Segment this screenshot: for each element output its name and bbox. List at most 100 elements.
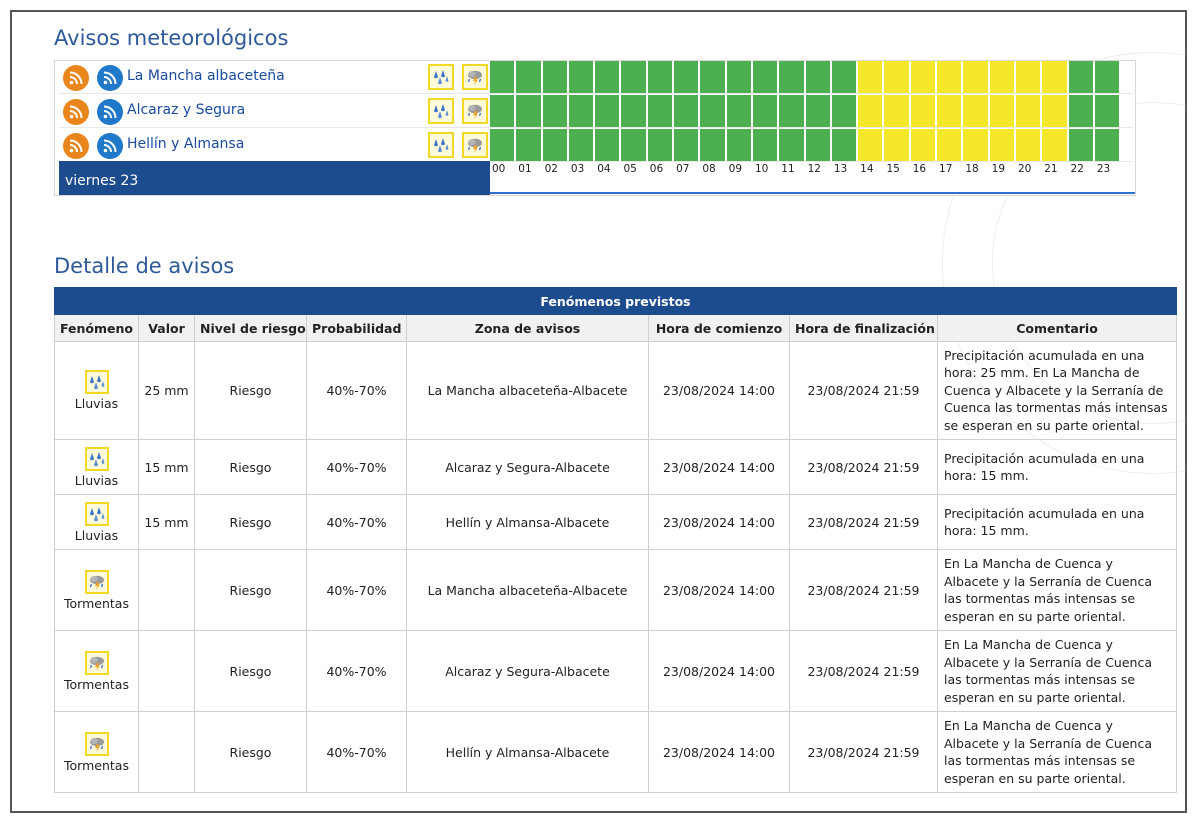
hour-cell-yellow[interactable]: [1042, 61, 1067, 93]
hour-cell-green[interactable]: [490, 129, 515, 161]
warnings-detail-table: Fenómenos previstos Fenómeno Valor Nivel d…: [54, 287, 1177, 793]
storm-icon[interactable]: [462, 98, 488, 124]
hour-cell-green[interactable]: [568, 95, 594, 127]
hour-cell-yellow[interactable]: [884, 95, 909, 127]
hour-cell-yellow[interactable]: [1042, 95, 1067, 127]
hour-cell-green[interactable]: [595, 95, 620, 127]
hour-cell-green[interactable]: [516, 129, 541, 161]
hour-cell-green[interactable]: [595, 129, 620, 161]
hour-cell-green[interactable]: [726, 129, 751, 161]
hour-cell-yellow[interactable]: [989, 61, 1014, 93]
hour-cell-green[interactable]: [568, 129, 594, 161]
hour-cell-green[interactable]: [805, 61, 830, 93]
hour-cell-green[interactable]: [542, 95, 567, 127]
hour-cell-green[interactable]: [805, 129, 830, 161]
hour-cell-yellow[interactable]: [884, 61, 909, 93]
hour-cell-yellow[interactable]: [884, 129, 909, 161]
hour-cell-yellow[interactable]: [858, 95, 883, 127]
hour-cell-yellow[interactable]: [989, 95, 1014, 127]
hour-label: 08: [702, 163, 716, 175]
rss-feed-icon[interactable]: [97, 133, 123, 159]
storm-icon[interactable]: [462, 132, 488, 158]
hour-cell-green[interactable]: [779, 129, 804, 161]
hour-cell-green[interactable]: [779, 61, 804, 93]
hour-cell-yellow[interactable]: [1015, 61, 1041, 93]
hour-cell-green[interactable]: [805, 95, 830, 127]
hour-cell-green[interactable]: [1068, 61, 1093, 93]
hour-cell-green[interactable]: [516, 61, 541, 93]
start-time-cell: 23/08/2024 14:00: [648, 439, 790, 495]
hour-cell-yellow[interactable]: [1042, 129, 1067, 161]
hour-cell-green[interactable]: [1068, 95, 1093, 127]
hour-cell-green[interactable]: [700, 129, 725, 161]
hour-label: 02: [544, 163, 558, 175]
hour-cell-yellow[interactable]: [989, 129, 1014, 161]
hour-cell-yellow[interactable]: [1015, 95, 1041, 127]
hour-cell-green[interactable]: [647, 129, 673, 161]
rain-icon: [84, 501, 109, 526]
hour-cell-green[interactable]: [700, 61, 725, 93]
hour-cell-green[interactable]: [1094, 129, 1120, 161]
hour-cell-green[interactable]: [542, 61, 567, 93]
hour-cell-green[interactable]: [1094, 95, 1120, 127]
hour-cell-green[interactable]: [674, 95, 699, 127]
hour-cell-yellow[interactable]: [963, 129, 988, 161]
hour-cell-yellow[interactable]: [910, 129, 936, 161]
hour-cell-yellow[interactable]: [858, 129, 883, 161]
hour-cell-green[interactable]: [542, 129, 567, 161]
hour-cell-green[interactable]: [621, 129, 646, 161]
rss-feed-icon[interactable]: [63, 133, 89, 159]
zone-row: La Mancha albaceteña: [59, 61, 1133, 94]
column-header: Hora de comienzo: [648, 314, 790, 342]
hour-cell-green[interactable]: [490, 95, 515, 127]
zone-link[interactable]: Hellín y Almansa: [127, 136, 245, 152]
hour-label: 15: [886, 163, 900, 175]
hour-cell-green[interactable]: [831, 95, 857, 127]
hour-cell-green[interactable]: [726, 61, 751, 93]
comment-cell: Precipitación acumulada en una hora: 15 …: [937, 439, 1177, 495]
hour-label: 19: [991, 163, 1006, 175]
hour-cell-green[interactable]: [752, 61, 778, 93]
storm-icon[interactable]: [462, 64, 488, 90]
hour-cell-green[interactable]: [647, 95, 673, 127]
hour-cell-green[interactable]: [674, 61, 699, 93]
hour-cell-green[interactable]: [490, 61, 515, 93]
zone-link[interactable]: La Mancha albaceteña: [127, 68, 285, 84]
hour-cell-yellow[interactable]: [910, 61, 936, 93]
hour-cell-yellow[interactable]: [963, 95, 988, 127]
hour-cell-yellow[interactable]: [910, 95, 936, 127]
hour-cell-green[interactable]: [700, 95, 725, 127]
hour-cell-green[interactable]: [752, 129, 778, 161]
hour-cell-yellow[interactable]: [1015, 129, 1041, 161]
hour-cell-green[interactable]: [831, 61, 857, 93]
phenomenon-cell: Tormentas: [54, 630, 139, 712]
hour-cell-yellow[interactable]: [963, 61, 988, 93]
zone-cell: Alcaraz y Segura-Albacete: [406, 630, 649, 712]
rain-icon[interactable]: [428, 64, 454, 90]
rain-icon[interactable]: [428, 98, 454, 124]
hour-cell-green[interactable]: [779, 95, 804, 127]
hour-cell-yellow[interactable]: [858, 61, 883, 93]
rain-icon[interactable]: [428, 132, 454, 158]
hour-cell-green[interactable]: [621, 61, 646, 93]
hour-cell-green[interactable]: [595, 61, 620, 93]
rss-feed-icon[interactable]: [97, 99, 123, 125]
hour-cell-green[interactable]: [726, 95, 751, 127]
hour-cell-green[interactable]: [831, 129, 857, 161]
hour-cell-yellow[interactable]: [937, 61, 962, 93]
hour-cell-green[interactable]: [568, 61, 594, 93]
hour-cell-green[interactable]: [1068, 129, 1093, 161]
hour-cell-yellow[interactable]: [937, 129, 962, 161]
phenomenon-label: Lluvias: [74, 396, 119, 411]
rss-feed-icon[interactable]: [63, 65, 89, 91]
hour-cell-yellow[interactable]: [937, 95, 962, 127]
hour-cell-green[interactable]: [621, 95, 646, 127]
hour-cell-green[interactable]: [516, 95, 541, 127]
hour-cell-green[interactable]: [674, 129, 699, 161]
rss-feed-icon[interactable]: [97, 65, 123, 91]
hour-cell-green[interactable]: [647, 61, 673, 93]
hour-cell-green[interactable]: [1094, 61, 1120, 93]
rss-feed-icon[interactable]: [63, 99, 89, 125]
hour-cell-green[interactable]: [752, 95, 778, 127]
zone-link[interactable]: Alcaraz y Segura: [127, 102, 246, 118]
